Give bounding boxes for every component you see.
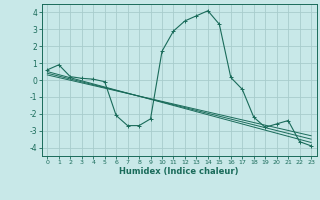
X-axis label: Humidex (Indice chaleur): Humidex (Indice chaleur) xyxy=(119,167,239,176)
